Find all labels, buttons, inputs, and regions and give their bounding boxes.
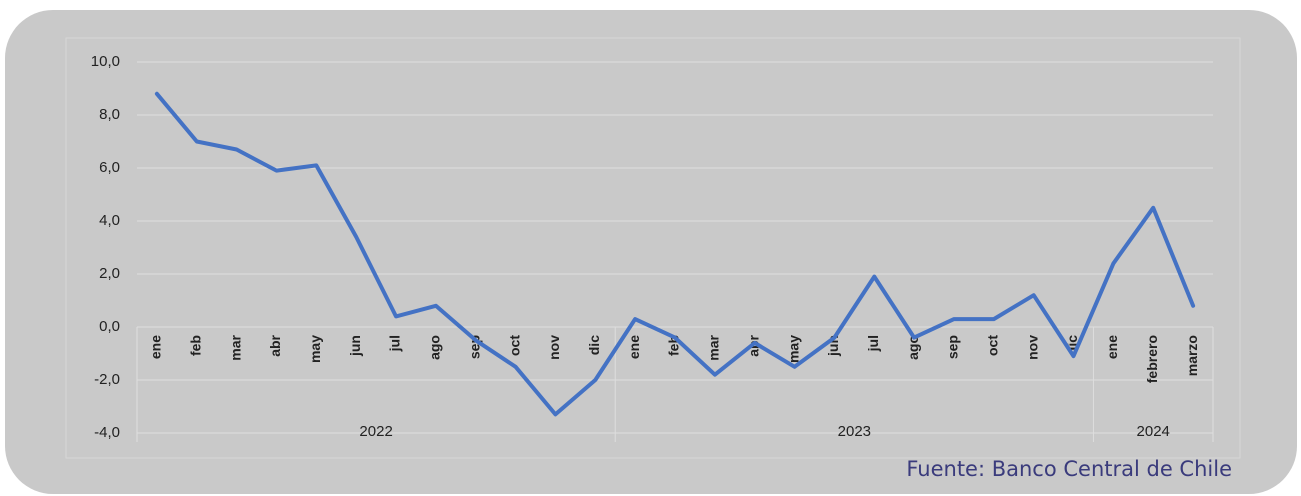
x-tick-label: mar [227, 334, 243, 360]
x-tick-label: nov [1024, 335, 1040, 360]
y-tick-label: 10,0 [91, 53, 120, 70]
x-tick-label: nov [546, 335, 562, 360]
plot-frame [65, 37, 1241, 459]
x-tick-label: oct [985, 335, 1001, 356]
x-tick-label: ago [427, 335, 443, 360]
x-tick-label: marzo [1184, 335, 1200, 376]
x-tick-label: dic [586, 335, 602, 355]
data-line [154, 91, 1196, 417]
y-tick-label: 6,0 [99, 159, 120, 176]
x-tick-label: ene [148, 335, 164, 359]
x-tick-label: febrero [1144, 335, 1160, 383]
x-tick-label: feb [187, 335, 203, 356]
x-tick-label: ene [1104, 335, 1120, 359]
x-tick-label: ago [905, 335, 921, 360]
group-label: 2024 [1137, 423, 1170, 440]
x-tick-label: may [785, 335, 801, 363]
x-tick-label: ene [626, 335, 642, 359]
y-tick-label: 0,0 [99, 318, 120, 335]
panel [5, 10, 1297, 494]
x-tick-label: jul [387, 335, 403, 352]
x-tick-label: jul [865, 335, 881, 352]
group-label: 2023 [838, 423, 871, 440]
x-tick-label: abr [267, 334, 283, 356]
x-tick-label: mar [706, 334, 722, 360]
y-tick-label: 8,0 [99, 106, 120, 123]
group-label: 2022 [359, 423, 392, 440]
y-tick-label: 2,0 [99, 265, 120, 282]
x-tick-label: oct [506, 335, 522, 356]
x-tick-label: jun [347, 335, 363, 357]
source-note: Fuente: Banco Central de Chile [906, 457, 1232, 481]
x-tick-label: sep [945, 335, 961, 359]
y-tick-label: -2,0 [94, 371, 120, 388]
x-tick-label: may [307, 335, 323, 363]
y-tick-label: 4,0 [99, 212, 120, 229]
y-tick-label: -4,0 [94, 424, 120, 441]
